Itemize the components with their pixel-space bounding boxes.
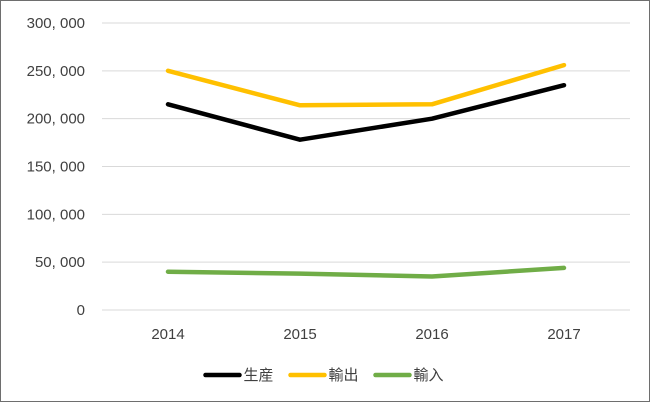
y-tick-label: 300, 000: [27, 15, 85, 32]
legend-item: 輸入: [376, 366, 444, 384]
legend-label: 輸出: [329, 366, 359, 384]
y-tick-label: 50, 000: [35, 254, 85, 271]
y-tick-label: 250, 000: [27, 63, 85, 80]
x-tick-label: 2017: [547, 326, 580, 343]
x-tick-label: 2016: [415, 326, 448, 343]
legend: 生産 輸出 輸入: [206, 366, 444, 384]
series-line-3: [168, 268, 564, 277]
y-tick-label: 200, 000: [27, 111, 85, 128]
series-lines: [168, 65, 564, 276]
legend-item: 生産: [206, 366, 274, 384]
y-tick-label: 0: [77, 302, 85, 319]
legend-item: 輸出: [291, 366, 359, 384]
y-tick-label: 100, 000: [27, 206, 85, 223]
x-tick-label: 2014: [151, 326, 184, 343]
x-tick-label: 2015: [283, 326, 316, 343]
legend-label: 輸入: [414, 366, 444, 384]
y-tick-label: 150, 000: [27, 159, 85, 176]
series-line-1: [168, 85, 564, 140]
legend-label: 生産: [244, 366, 274, 384]
x-axis-tick-labels: 2014 2015 2016 2017: [151, 326, 580, 343]
y-axis-tick-labels: 0 50, 000 100, 000 150, 000 200, 000 250, 000…: [27, 15, 85, 319]
